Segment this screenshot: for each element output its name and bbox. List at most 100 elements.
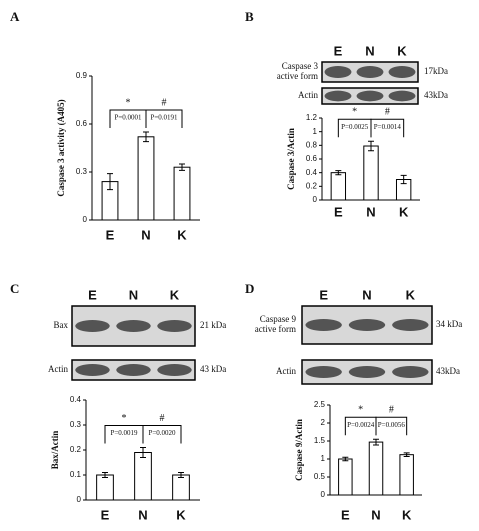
x-tick-label: E — [106, 227, 115, 242]
lane-label: K — [406, 287, 416, 302]
y-tick-label: 0 — [83, 215, 88, 224]
y-tick-label: 2 — [321, 418, 326, 427]
y-tick-label: 0 — [77, 495, 82, 504]
p-value: P=0.0014 — [374, 123, 402, 131]
error-bar — [342, 456, 349, 462]
blot-label: Caspase 9 — [260, 314, 297, 324]
y-tick-label: 0.3 — [76, 167, 88, 176]
x-tick-label: N — [371, 507, 380, 522]
significance-symbol: * — [126, 97, 131, 108]
blot-size: 17kDa — [424, 66, 448, 76]
lane-label: N — [129, 287, 138, 302]
x-tick-label: E — [101, 507, 110, 522]
y-axis-label: Caspase 3/Actin — [286, 128, 296, 190]
blot-band — [324, 66, 352, 78]
y-tick-label: 1.5 — [314, 436, 326, 445]
x-tick-label: N — [366, 204, 375, 219]
bracket — [375, 416, 408, 436]
blot-size: 21 kDa — [200, 320, 226, 330]
y-tick-label: 0.2 — [70, 445, 82, 454]
x-tick-label: N — [141, 227, 150, 242]
y-tick-label: 0.6 — [306, 154, 318, 163]
significance-symbol: * — [352, 107, 357, 118]
x-tick-label: K — [402, 507, 412, 522]
error-bar — [102, 472, 108, 478]
bar — [172, 474, 190, 501]
blot-label: Caspase 3 — [282, 61, 319, 71]
y-tick-label: 0.8 — [306, 140, 318, 149]
blot-size: 43kDa — [436, 366, 460, 376]
y-tick-label: 0.3 — [70, 420, 82, 429]
panel-label: D — [245, 281, 254, 296]
error-bar — [403, 452, 410, 457]
bar — [363, 145, 379, 201]
error-bar — [140, 447, 146, 458]
y-tick-label: 0 — [321, 490, 326, 499]
x-tick-label: N — [138, 507, 147, 522]
blot-size: 34 kDa — [436, 319, 462, 329]
blot-band — [392, 319, 429, 331]
y-tick-label: 2.5 — [314, 400, 326, 409]
y-tick-label: 0.9 — [76, 71, 88, 80]
blot-band — [157, 364, 192, 376]
y-tick-label: 1 — [321, 454, 326, 463]
bracket — [370, 118, 405, 138]
blot-size: 43kDa — [424, 90, 448, 100]
panel-label: B — [245, 9, 254, 24]
error-bar — [107, 173, 113, 191]
error-bar — [178, 472, 184, 478]
significance-symbol: # — [162, 97, 167, 108]
bar — [134, 452, 152, 501]
p-value: P=0.0191 — [150, 114, 178, 122]
y-tick-label: 0.6 — [76, 119, 88, 128]
blot-band — [305, 319, 342, 331]
y-tick-label: 0.5 — [314, 472, 326, 481]
blot-band — [356, 66, 384, 78]
significance-symbol: # — [385, 107, 390, 118]
y-tick-label: 0.1 — [70, 470, 82, 479]
bar — [330, 172, 347, 201]
error-bar — [400, 174, 407, 185]
bar — [399, 454, 414, 496]
blot-band — [305, 366, 342, 378]
lane-label: K — [397, 43, 407, 58]
panel-label: A — [10, 9, 20, 24]
y-axis-label: Caspase 3 activity (A405) — [56, 99, 66, 196]
y-tick-label: 1.2 — [306, 113, 318, 122]
blot-band — [116, 364, 151, 376]
lane-label: E — [88, 287, 97, 302]
significance-symbol: * — [122, 413, 127, 424]
bar — [96, 474, 114, 501]
error-bar — [335, 170, 342, 176]
blot-label: active form — [255, 324, 296, 334]
x-tick-label: K — [399, 204, 409, 219]
panel-label: C — [10, 281, 19, 296]
p-value: P=0.0056 — [378, 421, 406, 429]
p-value: P=0.0025 — [341, 123, 369, 131]
x-tick-label: E — [334, 204, 343, 219]
lane-label: N — [365, 43, 374, 58]
error-bar — [373, 438, 379, 446]
significance-symbol: * — [358, 404, 363, 415]
blot-label: Actin — [276, 366, 296, 376]
bar — [338, 458, 353, 496]
blot-band — [75, 364, 110, 376]
p-value: P=0.0001 — [114, 114, 142, 122]
x-tick-label: E — [341, 507, 350, 522]
bracket — [145, 109, 183, 128]
p-value: P=0.0024 — [347, 421, 375, 429]
error-bar — [368, 140, 374, 152]
blot-band — [348, 319, 386, 331]
lane-label: E — [334, 43, 343, 58]
error-bar — [179, 163, 185, 171]
y-tick-label: 0.4 — [70, 395, 82, 404]
blot-band — [157, 320, 192, 332]
blot-band — [388, 66, 416, 78]
significance-symbol: # — [160, 413, 165, 424]
bracket — [142, 425, 182, 444]
p-value: P=0.0020 — [148, 429, 176, 437]
significance-symbol: # — [389, 404, 394, 415]
blot-band — [392, 366, 429, 378]
y-tick-label: 1 — [313, 127, 318, 136]
